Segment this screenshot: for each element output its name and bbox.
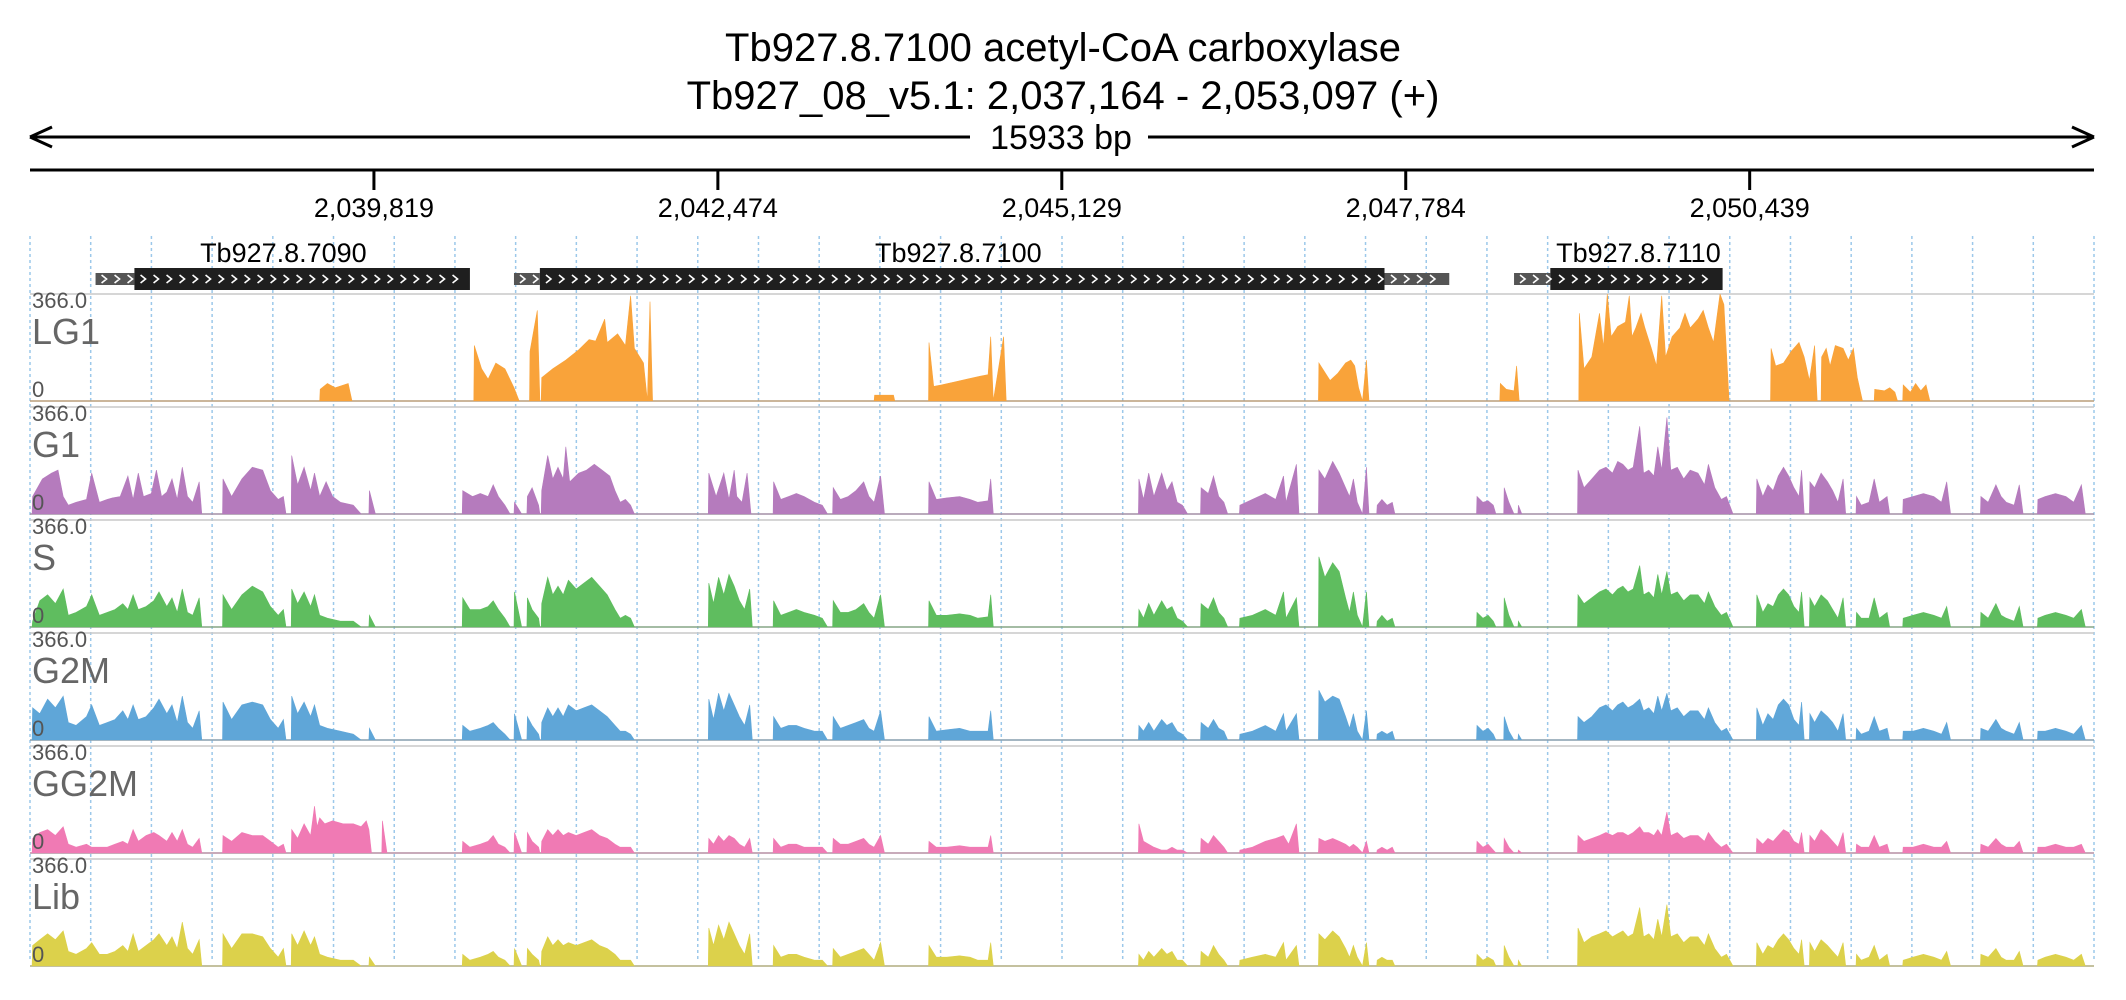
gene-cds <box>539 268 1385 290</box>
track-ymax-label: 366.0 <box>32 514 87 539</box>
gene-label: Tb927.8.7090 <box>200 238 367 268</box>
track-ymax-label: 366.0 <box>32 288 87 313</box>
track-name-label: Lib <box>32 876 80 917</box>
coverage-area <box>30 904 2094 967</box>
track-ymin-label: 0 <box>32 603 44 628</box>
track-ymax-label: 366.0 <box>32 401 87 426</box>
track-name-label: S <box>32 537 56 578</box>
gene-label: Tb927.8.7110 <box>1556 238 1721 268</box>
axis-tick-label: 2,042,474 <box>658 193 778 223</box>
gene-label: Tb927.8.7100 <box>875 238 1042 268</box>
axis-tick-label: 2,045,129 <box>1002 193 1122 223</box>
span-arrow: 15933 bp <box>29 119 2095 157</box>
track-ymax-label: 366.0 <box>32 853 87 878</box>
track-ymin-label: 0 <box>32 829 44 854</box>
track-ymin-label: 0 <box>32 377 44 402</box>
coverage-area <box>30 293 2094 402</box>
track-ymin-label: 0 <box>32 490 44 515</box>
track-ymin-label: 0 <box>32 716 44 741</box>
coverage-area <box>30 690 2094 741</box>
strand-arrow-icon <box>101 274 459 284</box>
coordinate-axis: 2,039,819 2,042,474 2,045,129 2,047,784 2,05… <box>30 168 2094 223</box>
figure-title: Tb927.8.7100 acetyl-CoA carboxylase <box>725 26 1401 70</box>
strand-arrow-icon <box>1519 274 1709 284</box>
track-ymax-label: 366.0 <box>32 740 87 765</box>
coverage-area <box>30 806 2094 854</box>
track-ymin-label: 0 <box>32 942 44 967</box>
coverage-track: 366.0G1 0 <box>30 401 2094 515</box>
coverage-tracks: 366.0LG10366.0G10366.0S0366.0G2M0366.0GG… <box>30 288 2094 967</box>
track-name-label: GG2M <box>32 763 138 804</box>
arrow-right-icon <box>2071 125 2095 149</box>
coverage-track: 366.0S 0 <box>30 514 2094 629</box>
axis-tick-label: 2,039,819 <box>314 193 434 223</box>
gene-utr <box>95 273 135 285</box>
region-coordinates: Tb927_08_v5.1: 2,037,164 - 2,053,097 (+) <box>686 74 1440 118</box>
track-ymax-label: 366.0 <box>32 627 87 652</box>
strand-arrow-icon <box>519 274 1437 284</box>
gene-model: Tb927.8.7110 <box>1514 238 1723 290</box>
track-name-label: LG1 <box>32 311 100 352</box>
arrow-left-icon <box>29 125 53 149</box>
gene-model: Tb927.8.7100 <box>513 238 1450 290</box>
gene-models: Tb927.8.7090 Tb927.8.7100 Tb927.8.7110 <box>95 238 1723 290</box>
span-length-label: 15933 bp <box>990 119 1132 157</box>
axis-tick-label: 2,050,439 <box>1690 193 1810 223</box>
gene-cds <box>1550 268 1723 290</box>
axis-tick-label: 2,047,784 <box>1346 193 1466 223</box>
gene-utr <box>1384 273 1450 285</box>
gene-model: Tb927.8.7090 <box>95 238 470 290</box>
gene-utr <box>513 273 540 285</box>
coverage-area <box>30 417 2094 515</box>
track-name-label: G2M <box>32 650 110 691</box>
coverage-area <box>30 556 2094 629</box>
track-name-label: G1 <box>32 424 80 465</box>
gene-utr <box>1514 273 1551 285</box>
